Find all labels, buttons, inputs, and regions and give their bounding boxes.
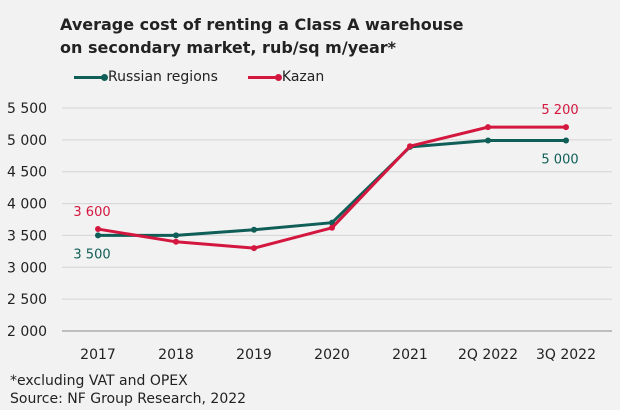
data-point <box>563 124 569 131</box>
x-tick-label: 2Q 2022 <box>458 347 518 363</box>
data-label: 5 200 <box>541 103 578 118</box>
x-tick-label: 2021 <box>392 347 428 363</box>
data-point <box>251 245 257 252</box>
footnote: *excluding VAT and OPEX <box>10 373 188 389</box>
chart-title: Average cost of renting a Class A wareho… <box>60 13 464 59</box>
x-tick-label: 3Q 2022 <box>536 347 596 363</box>
legend: Russian regions Kazan <box>74 68 354 86</box>
x-tick-label: 2017 <box>80 347 116 363</box>
chart-title-line-1: Average cost of renting a Class A wareho… <box>60 15 464 34</box>
data-point <box>407 143 413 150</box>
legend-item-russian-regions: Russian regions <box>74 69 218 85</box>
legend-swatch-russian-regions <box>74 73 108 81</box>
data-label: 5 000 <box>541 152 578 167</box>
x-tick-label: 2018 <box>158 347 194 363</box>
data-point <box>329 224 335 231</box>
data-point <box>485 124 491 131</box>
y-tick-label: 5 500 <box>7 101 47 117</box>
data-point <box>95 232 101 239</box>
chart-title-line-2: on secondary market, rub/sq m/year* <box>60 38 397 57</box>
legend-label-russian-regions: Russian regions <box>108 69 218 85</box>
data-point <box>173 232 179 239</box>
y-tick-label: 4 000 <box>7 197 47 213</box>
data-point <box>485 137 491 144</box>
data-point <box>173 238 179 245</box>
y-tick-label: 2 000 <box>7 324 47 340</box>
legend-label-kazan: Kazan <box>281 69 325 85</box>
y-tick-label: 3 000 <box>7 260 47 276</box>
x-tick-label: 2020 <box>314 347 350 363</box>
legend-item-kazan: Kazan <box>247 69 325 85</box>
x-tick-label: 2019 <box>236 347 272 363</box>
y-tick-label: 3 500 <box>7 228 47 244</box>
data-point <box>563 137 569 144</box>
data-point <box>95 226 101 233</box>
y-tick-label: 2 500 <box>7 292 47 308</box>
y-tick-label: 5 000 <box>7 133 47 149</box>
y-tick-label: 4 500 <box>7 165 47 181</box>
data-label: 3 600 <box>73 205 110 220</box>
data-point <box>251 226 257 233</box>
footnote-block: *excluding VAT and OPEX Source: NF Group… <box>10 372 246 408</box>
legend-swatch-kazan <box>247 73 282 81</box>
data-label: 3 500 <box>73 247 110 262</box>
source-note: Source: NF Group Research, 2022 <box>10 391 247 407</box>
